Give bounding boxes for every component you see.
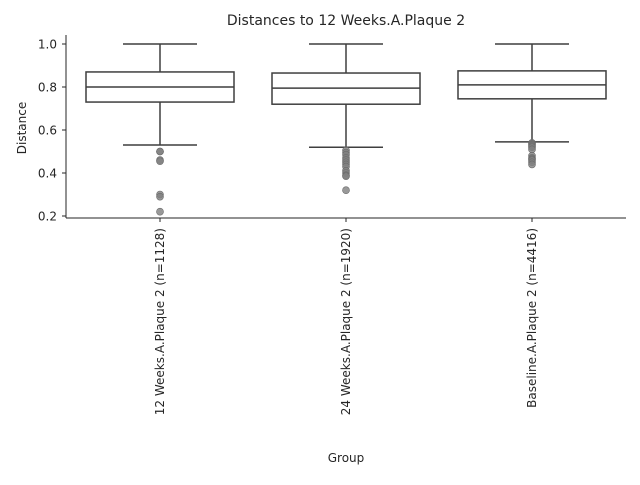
outlier-point: [342, 172, 350, 181]
outlier-point: [156, 157, 164, 165]
box-group: [271, 43, 421, 194]
x-axis-ticks: 12 Weeks.A.Plaque 2 (n=1128) 24 Weeks.A.P…: [153, 218, 539, 415]
y-tick-label: 0.2: [38, 210, 57, 224]
y-axis-label: Distance: [15, 102, 29, 154]
outlier-point: [156, 147, 164, 156]
outlier-point: [342, 186, 350, 194]
outlier-point: [528, 160, 536, 169]
outlier-point: [156, 207, 164, 216]
x-tick-label: 12 Weeks.A.Plaque 2 (n=1128): [153, 228, 167, 415]
x-axis-label: Group: [328, 451, 365, 465]
x-tick-label: 24 Weeks.A.Plaque 2 (n=1920): [339, 228, 353, 415]
y-tick-label: 0.6: [38, 124, 57, 138]
y-tick-label: 0.4: [38, 167, 57, 181]
chart-title: Distances to 12 Weeks.A.Plaque 2: [227, 13, 465, 29]
box-group: [457, 43, 607, 169]
y-axis-ticks: 0.2 0.4 0.6 0.8 1.0: [38, 38, 66, 224]
outlier-point: [528, 145, 536, 154]
y-tick-label: 1.0: [38, 38, 57, 52]
box-group: [85, 43, 235, 216]
outlier-point: [156, 192, 164, 201]
y-tick-label: 0.8: [38, 81, 57, 95]
x-tick-label: Baseline.A.Plaque 2 (n=4416): [525, 228, 539, 408]
boxes-layer: [85, 43, 607, 216]
